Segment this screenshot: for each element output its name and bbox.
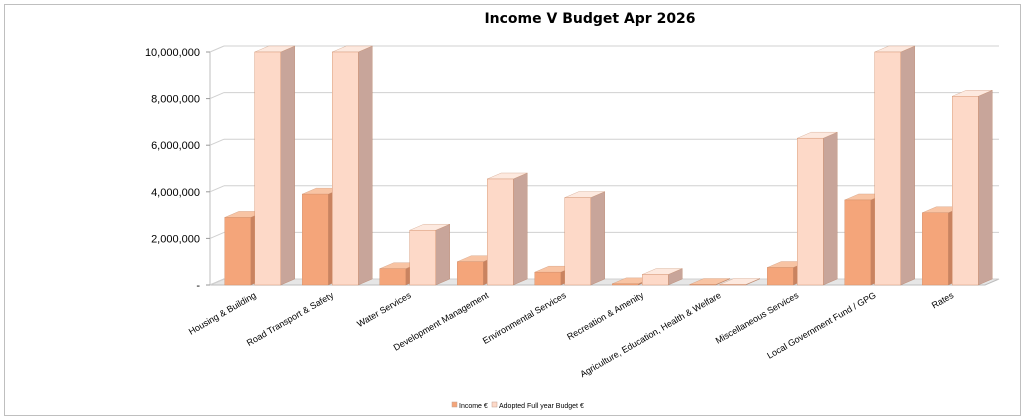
chart-title: Income V Budget Apr 2026 (484, 11, 695, 27)
bar-budget (952, 96, 979, 286)
gridline-depth (209, 138, 225, 146)
y-tick-label: 4,000,000 (151, 187, 200, 199)
y-tick-label: 8,000,000 (151, 94, 200, 106)
bar-budget (487, 178, 514, 286)
bar-budget-side (358, 45, 373, 286)
legend-swatch (451, 401, 458, 408)
x-tick-label: Housing & Building (187, 290, 258, 337)
bar-budget (409, 230, 436, 286)
x-tick-label: Road Transport & Safety (245, 290, 336, 348)
x-tick-label: Miscellaneous Services (714, 290, 801, 346)
y-tick-label: 10,000,000 (145, 47, 200, 59)
bar-income (612, 283, 639, 286)
bar-income (767, 267, 794, 286)
gridline-depth (209, 231, 225, 239)
bar-income (689, 284, 716, 286)
x-tick-label: Environmental Services (481, 290, 568, 346)
gridline-depth (209, 45, 225, 53)
legend-swatch (491, 401, 498, 408)
bar-income (224, 217, 251, 286)
bar-income (457, 261, 484, 286)
legend: Income € Adopted Full year Budget € (451, 401, 584, 410)
bar-budget (254, 51, 281, 286)
bar-income (844, 199, 871, 286)
bar-budget-side (513, 172, 528, 286)
bar-income (534, 271, 561, 286)
y-tick-label: - (196, 280, 200, 292)
legend-label: Income € (459, 403, 488, 410)
bar-budget-side (978, 90, 993, 286)
bars (224, 45, 993, 286)
x-tick-label: Water Services (355, 290, 413, 329)
x-tick-label: Agriculture, Education, Health & Welfare (578, 290, 722, 379)
bar-budget-side (590, 191, 605, 286)
legend-label: Adopted Full year Budget € (499, 403, 584, 410)
y-tick-label: 6,000,000 (151, 140, 200, 152)
gridline-depth (209, 185, 225, 193)
bar-income (379, 268, 406, 286)
gridline-depth (209, 92, 225, 100)
bar-budget (642, 274, 669, 286)
y-axis-ticks: - 2,000,000 4,000,000 6,000,000 8,000,000 10,… (145, 47, 200, 292)
y-tick-label: 2,000,000 (151, 233, 200, 245)
bar-income (302, 193, 329, 286)
bar-budget-side (900, 45, 915, 286)
x-tick-label: Recreation & Amenity (565, 290, 645, 342)
bar-budget (332, 51, 359, 286)
bar-budget (874, 51, 901, 286)
bar-budget (797, 138, 824, 286)
x-tick-label: Rates (930, 290, 956, 311)
bar-budget-side (280, 45, 295, 286)
bar-budget (564, 197, 591, 286)
bar-budget-side (823, 131, 838, 286)
bar-budget (719, 284, 746, 286)
bar-budget-side (435, 224, 450, 286)
bar-income (922, 212, 949, 286)
gridline-depth (209, 278, 225, 286)
